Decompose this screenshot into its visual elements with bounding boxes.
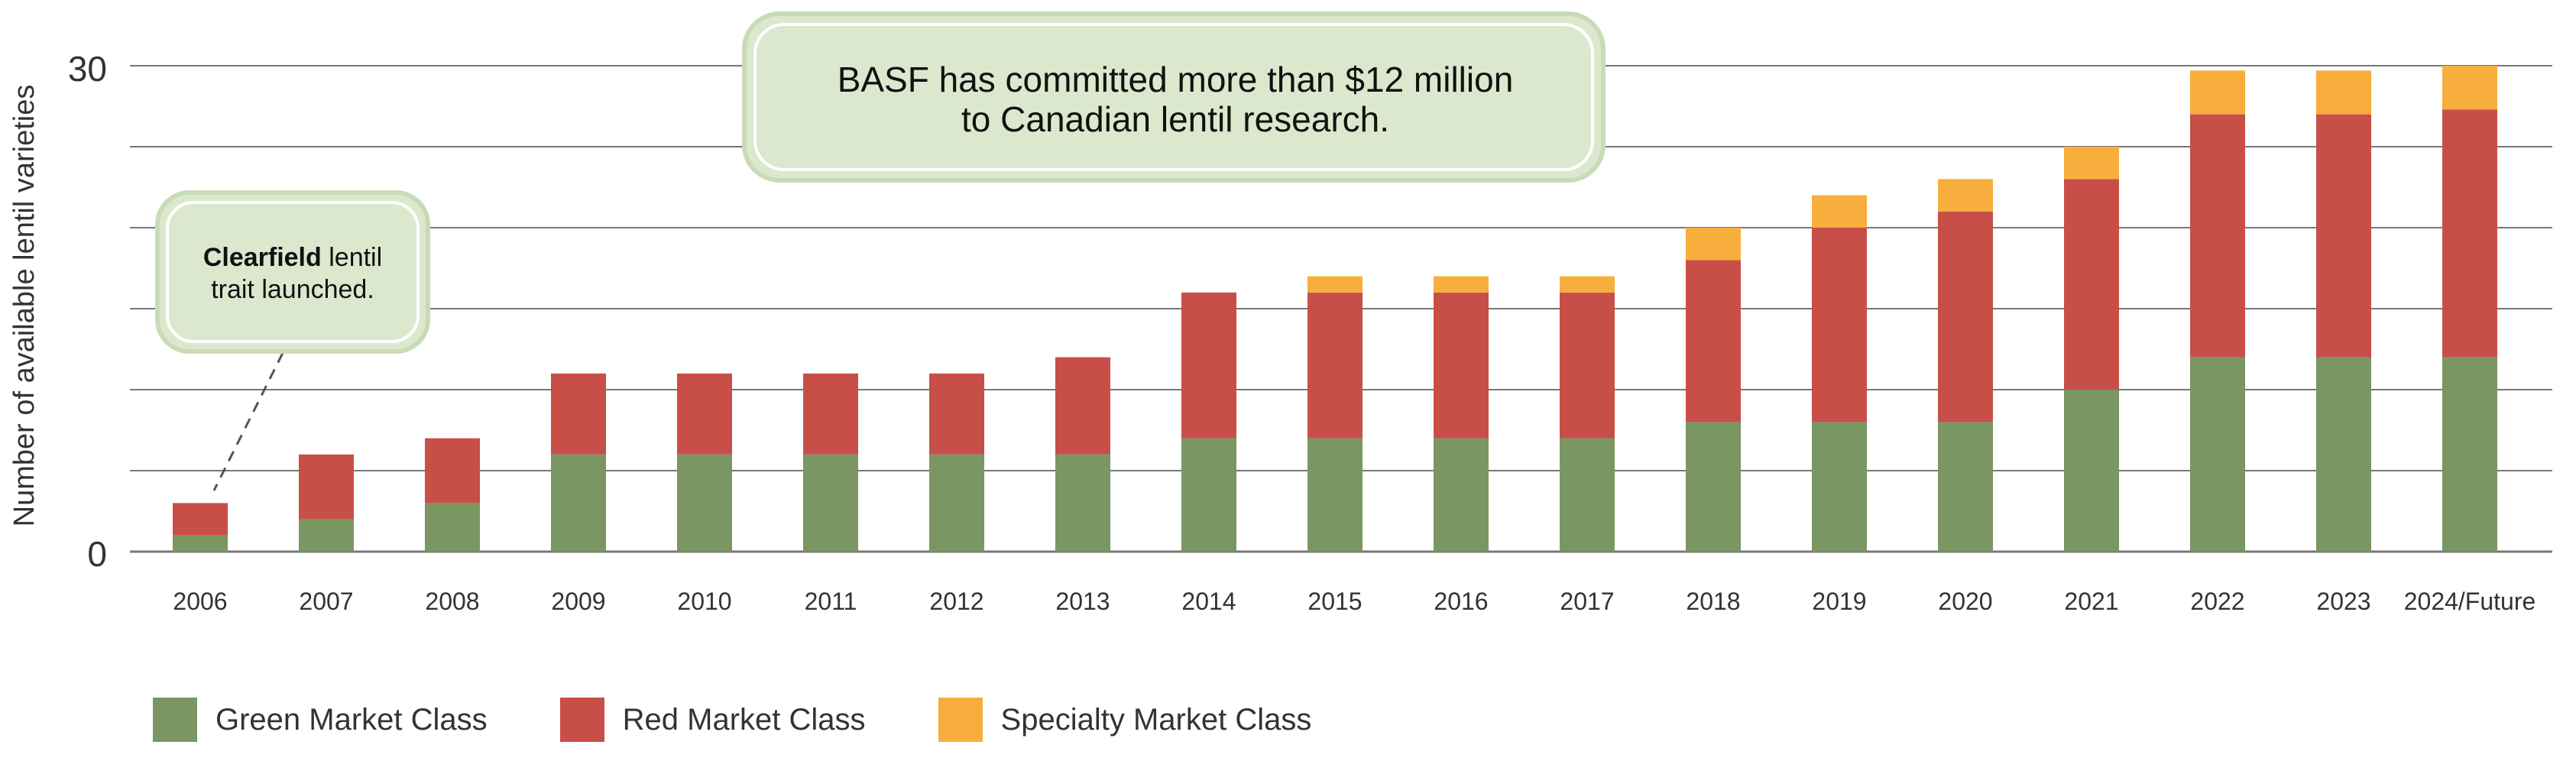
bar-2019-series-0 xyxy=(1812,422,1867,552)
x-tick-label: 2022 xyxy=(2190,588,2244,615)
basf-callout: BASF has committed more than $12 million… xyxy=(742,11,1606,183)
x-tick-label: 2011 xyxy=(805,588,857,615)
x-tick-label: 2017 xyxy=(1560,588,1614,615)
x-tick-label: 2014 xyxy=(1181,588,1236,615)
x-tick-label: 2023 xyxy=(2316,588,2370,615)
bar-2020-series-0 xyxy=(1938,422,1993,552)
x-tick-label: 2010 xyxy=(677,588,731,615)
bar-2020-series-2 xyxy=(1938,179,1993,212)
x-tick-label: 2020 xyxy=(1938,588,1992,615)
bar-2011-series-1 xyxy=(803,373,858,455)
x-tick-label: 2021 xyxy=(2064,588,2118,615)
y-tick-label-30: 30 xyxy=(68,49,107,89)
bar-2021-series-2 xyxy=(2064,147,2119,180)
legend-item-red: Red Market Class xyxy=(559,698,866,742)
bar-2010-series-0 xyxy=(677,454,732,552)
bars xyxy=(173,66,2497,552)
bar-2023-series-1 xyxy=(2316,114,2371,358)
bar-2018-series-1 xyxy=(1686,260,1741,423)
bar-2009-series-1 xyxy=(551,373,606,455)
bar-2015-series-0 xyxy=(1307,438,1363,552)
legend-item-green: Green Market Class xyxy=(153,698,488,742)
basf-callout-line-2: to Canadian lentil research. xyxy=(961,99,1389,139)
x-tick-label: 2015 xyxy=(1307,588,1362,615)
y-tick-label-0: 0 xyxy=(87,534,107,574)
x-tick-label: 2006 xyxy=(173,588,227,615)
legend: Green Market Class Red Market Class Spec… xyxy=(153,695,1384,744)
legend-item-specialty: Specialty Market Class xyxy=(938,698,1312,742)
bar-2016-series-2 xyxy=(1434,276,1489,293)
bar-2023-series-0 xyxy=(2316,357,2371,552)
bar-2020-series-1 xyxy=(1938,211,1993,423)
x-tick-labels: 2006 2007 2008 2009 2010 2011 2012 2013 2014 2015… xyxy=(173,588,2535,615)
bar-2022-series-0 xyxy=(2190,357,2245,552)
x-tick-label: 2009 xyxy=(551,588,605,615)
bar-2019-series-1 xyxy=(1812,228,1867,423)
bar-2011-series-0 xyxy=(803,454,858,552)
clearfield-leader-line xyxy=(212,352,284,491)
clearfield-brand: Clearfield xyxy=(203,243,322,272)
bar-2024-future-series-0 xyxy=(2442,357,2497,552)
bar-2014-series-0 xyxy=(1181,438,1236,552)
x-tick-label: 2018 xyxy=(1686,588,1740,615)
bar-2012-series-0 xyxy=(929,454,984,552)
x-tick-label: 2012 xyxy=(929,588,983,615)
legend-label-green: Green Market Class xyxy=(215,702,488,737)
bar-2012-series-1 xyxy=(929,373,984,455)
basf-callout-line-1: BASF has committed more than $12 million xyxy=(838,60,1514,99)
x-tick-label: 2019 xyxy=(1812,588,1866,615)
bar-2019-series-2 xyxy=(1812,195,1867,228)
legend-swatch-red xyxy=(559,698,604,742)
bar-2017-series-2 xyxy=(1560,276,1615,293)
bar-2006-series-0 xyxy=(173,535,228,552)
bar-2015-series-2 xyxy=(1307,276,1363,293)
bar-2022-series-2 xyxy=(2190,70,2245,115)
x-tick-label: 2024/Future xyxy=(2404,588,2536,615)
bar-2008-series-1 xyxy=(425,438,480,504)
legend-swatch-specialty xyxy=(938,698,983,742)
bar-2016-series-1 xyxy=(1434,292,1489,439)
bar-2010-series-1 xyxy=(677,373,732,455)
bar-2013-series-0 xyxy=(1055,454,1110,552)
bar-2009-series-0 xyxy=(551,454,606,552)
bar-2007-series-1 xyxy=(299,454,354,520)
bar-2015-series-1 xyxy=(1307,292,1363,439)
bar-2006-series-1 xyxy=(173,503,228,536)
bar-2017-series-0 xyxy=(1560,438,1615,552)
bar-2017-series-1 xyxy=(1560,292,1615,439)
clearfield-callout-line-1: Clearfield lentil xyxy=(203,243,382,272)
x-tick-label: 2016 xyxy=(1434,588,1488,615)
bar-2022-series-1 xyxy=(2190,114,2245,358)
bar-2016-series-0 xyxy=(1434,438,1489,552)
clearfield-line-1-rest: lentil xyxy=(322,243,382,272)
bar-2024-future-series-1 xyxy=(2442,109,2497,358)
bar-2018-series-2 xyxy=(1686,228,1741,261)
x-tick-label: 2008 xyxy=(425,588,479,615)
legend-label-specialty: Specialty Market Class xyxy=(1000,702,1312,737)
bar-2014-series-1 xyxy=(1181,292,1236,439)
bar-2007-series-0 xyxy=(299,519,354,552)
bar-2021-series-1 xyxy=(2064,179,2119,390)
bar-2024-future-series-2 xyxy=(2442,66,2497,110)
bar-2023-series-2 xyxy=(2316,70,2371,115)
bar-2008-series-0 xyxy=(425,503,480,552)
clearfield-callout-line-2: trait launched. xyxy=(211,275,374,304)
bar-2013-series-1 xyxy=(1055,357,1110,455)
clearfield-callout: Clearfield lentil trait launched. xyxy=(155,190,430,491)
bar-2018-series-0 xyxy=(1686,422,1741,552)
x-tick-label: 2007 xyxy=(299,588,353,615)
bar-2021-series-0 xyxy=(2064,390,2119,552)
legend-swatch-green xyxy=(153,698,197,742)
y-axis-label: Number of available lentil varieties xyxy=(8,85,41,527)
x-tick-label: 2013 xyxy=(1055,588,1110,615)
legend-label-red: Red Market Class xyxy=(622,702,866,737)
